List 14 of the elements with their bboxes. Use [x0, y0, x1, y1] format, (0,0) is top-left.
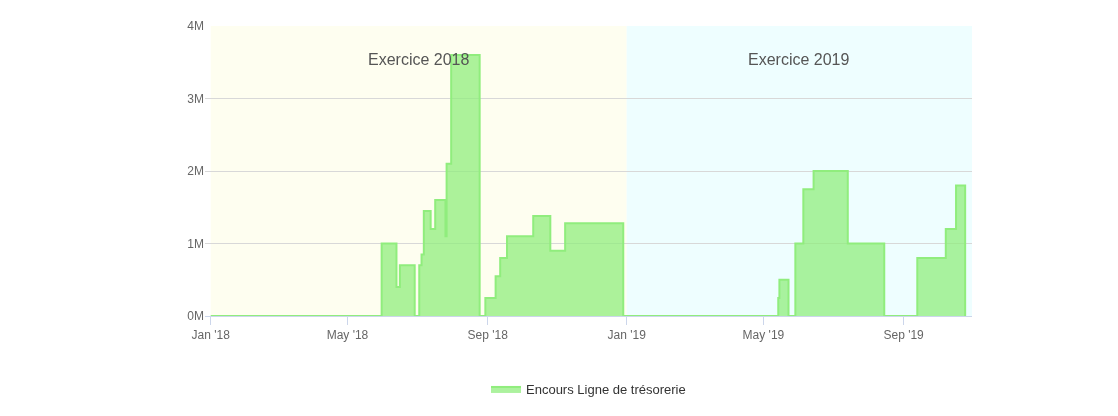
x-tick-label: Sep '18: [467, 328, 509, 343]
x-tick-label: May '18: [326, 328, 369, 343]
x-tick-label: Sep '19: [883, 328, 925, 343]
y-tick-label: 3M: [187, 91, 204, 106]
x-tick-label: Jan '18: [191, 328, 231, 343]
band-label: Exercice 2018: [368, 51, 470, 68]
x-tick-label: May '19: [742, 328, 785, 343]
y-tick-label: 4M: [187, 19, 204, 34]
legend-label: Encours Ligne de trésorerie: [526, 382, 686, 398]
x-tick-label: Jan '19: [607, 328, 647, 343]
y-tick-label: 2M: [187, 164, 204, 179]
band-label: Exercice 2019: [748, 51, 850, 68]
y-tick-label: 1M: [187, 236, 204, 251]
y-tick-label: 0M: [187, 309, 204, 324]
